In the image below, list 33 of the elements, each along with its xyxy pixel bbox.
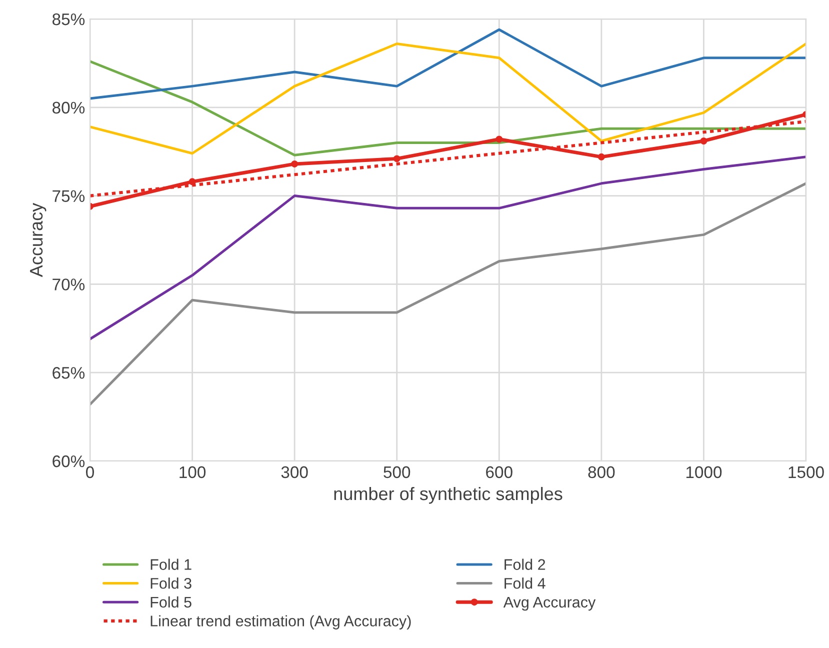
point [598, 153, 605, 160]
x-tick-label: 600 [486, 466, 512, 478]
line-series [90, 111, 806, 210]
legend-label: Fold 2 [504, 558, 546, 570]
x-tick-label: 100 [180, 466, 206, 478]
y-axis-title: Accuracy [30, 202, 46, 278]
line-series [90, 156, 806, 340]
point [393, 155, 400, 162]
line-series [90, 28, 806, 100]
point [700, 138, 708, 144]
y-tick-label: 75% [52, 190, 85, 202]
x-axis-title: number of synthetic samples [334, 486, 562, 504]
line-series [90, 182, 806, 406]
x-tick-label: 500 [384, 466, 410, 478]
y-tick-label: 65% [52, 367, 85, 379]
y-tick-label: 60% [52, 455, 85, 468]
legend-label: Fold 3 [150, 578, 192, 589]
line-series [90, 42, 806, 155]
y-tick-label: 70% [52, 278, 85, 290]
y-tick-label: 85% [52, 13, 85, 26]
legend-label: Fold 4 [504, 578, 546, 589]
legend-label: Fold 1 [150, 558, 192, 570]
legend-label: Fold 5 [150, 596, 192, 608]
legend-label: Avg Accuracy [503, 596, 596, 611]
x-tick-label: 1000 [686, 466, 722, 478]
y-tick-label: 80% [52, 102, 85, 114]
point [496, 136, 503, 143]
x-tick-label: 1500 [788, 466, 824, 478]
point [291, 160, 298, 168]
x-tick-label: 0 [86, 466, 94, 478]
x-tick-label: 300 [281, 466, 308, 478]
legend-label: Linear trend estimation (Avg Accuracy) [150, 615, 411, 630]
x-tick-label: 800 [588, 466, 615, 478]
